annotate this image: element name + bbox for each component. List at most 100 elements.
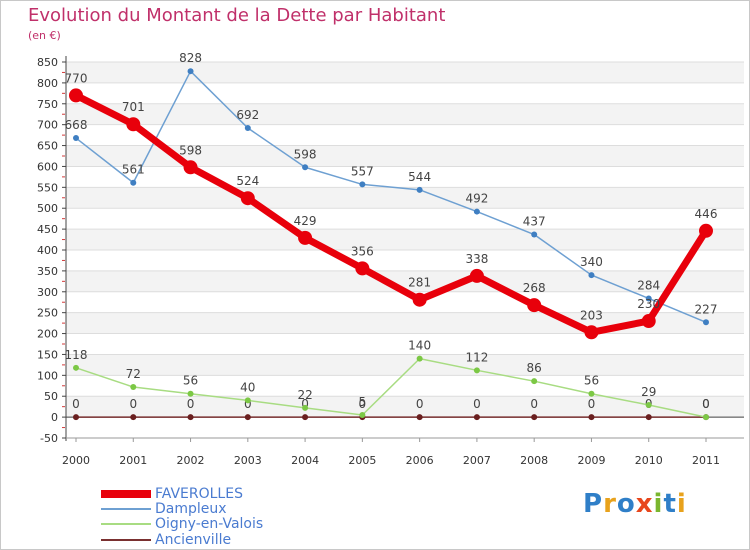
data-label: 118: [65, 348, 88, 362]
plot-band: [66, 291, 744, 313]
x-tick-label: 2008: [520, 454, 548, 467]
data-point: [302, 414, 309, 421]
y-tick-label: 200: [37, 328, 58, 341]
logo-letter: x: [635, 489, 654, 519]
data-point: [183, 160, 198, 175]
y-tick-label: 300: [37, 286, 58, 299]
legend-label: FAVEROLLES: [155, 486, 243, 502]
data-point: [126, 117, 141, 132]
data-point: [531, 378, 538, 385]
x-tick-label: 2005: [348, 454, 376, 467]
y-tick-label: 700: [37, 119, 58, 132]
data-label: 0: [416, 397, 424, 411]
data-point: [240, 191, 255, 206]
chart-title: Evolution du Montant de la Dette par Hab…: [28, 5, 446, 26]
data-point: [130, 179, 137, 186]
data-point: [584, 325, 599, 340]
x-tick-label: 2002: [177, 454, 205, 467]
x-tick-label: 2007: [463, 454, 491, 467]
y-tick-label: 150: [37, 348, 58, 361]
y-tick-label: -50: [40, 432, 58, 445]
data-point: [588, 414, 595, 421]
y-tick-label: 500: [37, 202, 58, 215]
data-point: [302, 164, 309, 171]
plot-band: [66, 145, 744, 167]
data-label: 0: [473, 397, 481, 411]
x-tick-label: 2011: [692, 454, 720, 467]
data-label: 5: [359, 395, 367, 409]
logo-letter: P: [583, 489, 604, 519]
legend-item: Ancienville: [101, 532, 231, 548]
data-point: [359, 181, 366, 188]
data-point: [244, 125, 251, 132]
data-point: [527, 298, 542, 313]
data-point: [531, 414, 538, 421]
data-label: 0: [72, 397, 80, 411]
data-point: [473, 367, 480, 374]
data-point: [645, 414, 652, 421]
data-label: 0: [244, 397, 252, 411]
data-label: 340: [580, 255, 603, 269]
data-point: [473, 208, 480, 215]
y-tick-label: 50: [44, 390, 58, 403]
data-point: [187, 414, 194, 421]
data-label: 557: [351, 164, 374, 178]
data-label: 284: [637, 278, 660, 292]
data-point: [703, 319, 709, 326]
data-point: [641, 314, 656, 329]
plot-band: [66, 166, 744, 188]
data-label: 0: [588, 397, 596, 411]
data-point: [588, 390, 595, 397]
data-label: 22: [297, 388, 312, 402]
data-point: [645, 401, 652, 408]
data-label: 268: [523, 281, 546, 295]
data-label: 701: [122, 100, 145, 114]
logo-letter: i: [676, 489, 687, 519]
series-line-faverolles: [72, 91, 710, 336]
x-tick-label: 2001: [119, 454, 147, 467]
plot-band: [66, 396, 744, 418]
series-line-dampleux: [75, 70, 707, 324]
data-label: 0: [301, 397, 309, 411]
data-label: 86: [527, 361, 542, 375]
data-label: 140: [408, 339, 431, 353]
data-point: [588, 272, 595, 279]
data-label: 338: [465, 252, 488, 266]
data-point: [302, 404, 309, 411]
data-label: 544: [408, 170, 431, 184]
y-tick-label: 250: [37, 307, 58, 320]
plot-band: [66, 354, 744, 376]
data-point: [699, 223, 713, 238]
x-tick-label: 2003: [234, 454, 262, 467]
y-tick-label: 850: [37, 56, 58, 69]
data-label: 598: [294, 147, 317, 161]
data-label: 72: [126, 367, 141, 381]
plot-band: [66, 270, 744, 292]
plot-band: [66, 375, 744, 397]
data-point: [412, 292, 427, 307]
plot-band: [66, 208, 744, 230]
legend-item: Oigny-en-Valois: [101, 516, 263, 532]
y-tick-label: 450: [37, 223, 58, 236]
data-label: 227: [695, 302, 718, 316]
data-point: [73, 135, 79, 142]
legend-label: Oigny-en-Valois: [155, 516, 264, 532]
data-label: 0: [702, 397, 710, 411]
legend-item: FAVEROLLES: [101, 486, 243, 502]
data-label: 770: [65, 71, 88, 85]
data-label: 668: [65, 118, 88, 132]
y-tick-label: 0: [51, 411, 58, 424]
data-label: 0: [187, 397, 195, 411]
data-label: 692: [236, 108, 259, 122]
plot-band: [66, 312, 744, 334]
data-label: 429: [294, 214, 317, 228]
data-point: [469, 268, 484, 283]
data-point: [298, 230, 313, 245]
legend-swatch: [101, 539, 151, 541]
data-label: 437: [523, 215, 546, 229]
data-point: [187, 390, 194, 397]
data-point: [69, 88, 83, 103]
data-label: 281: [408, 276, 431, 290]
y-tick-label: 100: [37, 369, 58, 382]
